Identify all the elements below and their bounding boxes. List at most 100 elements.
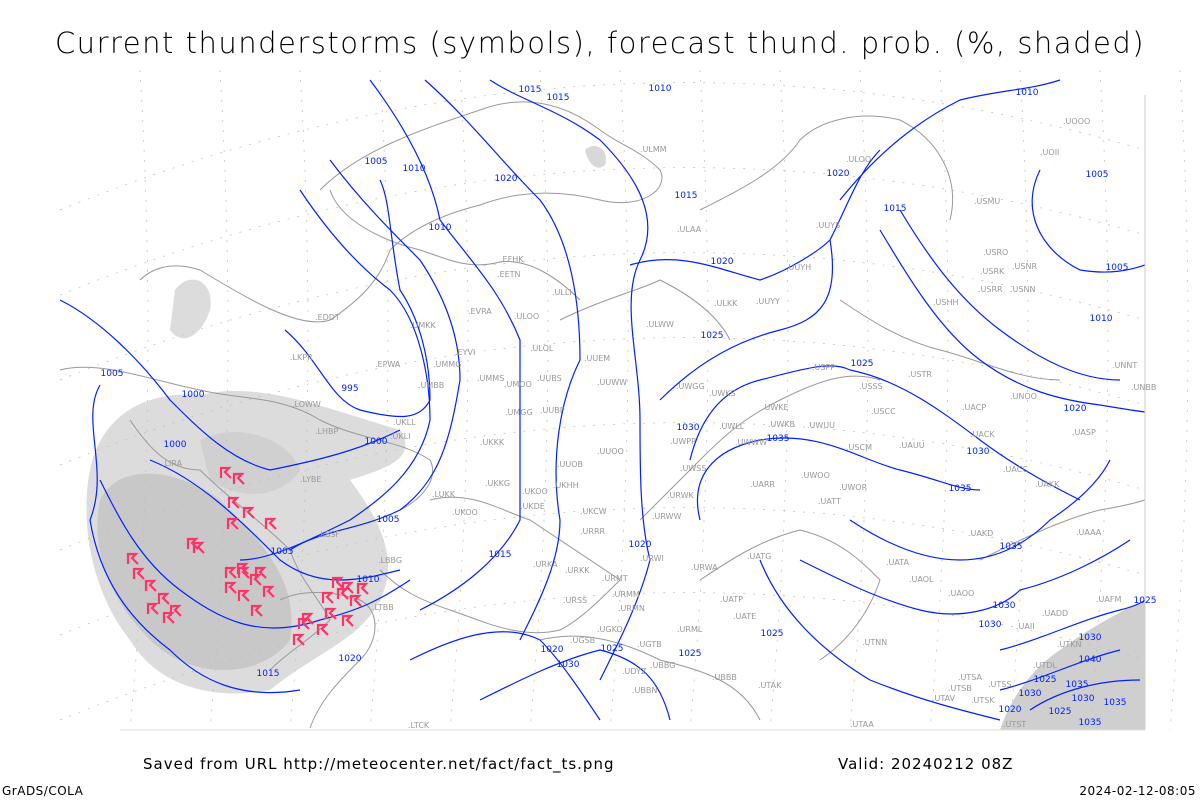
thunderstorm-icon xyxy=(264,517,277,530)
station-label: .UWKB xyxy=(768,420,795,429)
thunderstorm-symbol xyxy=(331,576,344,589)
isobar-line xyxy=(149,459,401,581)
isobar-label: 1030 xyxy=(1079,633,1102,643)
isobar-label: 1010 xyxy=(429,223,452,233)
station-label: .UNOO xyxy=(1010,392,1037,401)
coastline xyxy=(199,469,331,671)
coastline xyxy=(559,279,731,341)
thunderstorm-symbol xyxy=(227,496,240,509)
thunderstorm-icon xyxy=(301,612,314,625)
station-label: .UAOL xyxy=(909,575,934,584)
station-label: .USSS xyxy=(859,382,883,391)
thunderstorm-icon xyxy=(336,587,349,600)
station-label: .UACK xyxy=(970,430,995,439)
meridian-line xyxy=(369,69,389,731)
isobar-line xyxy=(759,559,1001,721)
thunderstorm-icon xyxy=(250,604,263,617)
isobar-line xyxy=(284,179,431,418)
isobar-label: 1005 xyxy=(365,157,388,167)
station-label: .UTSS xyxy=(988,680,1011,689)
station-label: .LYBE xyxy=(300,475,321,484)
isobar-label: 1015 xyxy=(547,93,570,103)
station-label: .LHBP xyxy=(315,427,339,436)
thunderstorm-symbol xyxy=(321,591,334,604)
thunderstorm-symbol xyxy=(157,592,170,605)
thunderstorm-icon xyxy=(341,581,354,594)
thunderstorm-symbol xyxy=(226,517,239,530)
station-label: .USNR xyxy=(1012,262,1037,271)
thunderstorm-icon xyxy=(157,592,170,605)
meridian-line xyxy=(689,69,709,731)
thunderstorm-icon xyxy=(132,567,145,580)
thunderstorm-symbol xyxy=(232,472,245,485)
isobar-line xyxy=(689,365,1081,501)
meridian-line xyxy=(929,69,949,731)
thunderstorm-symbol xyxy=(192,541,205,554)
station-label: .UACP xyxy=(962,403,986,412)
thunderstorm-icon xyxy=(292,633,305,646)
lat-lon-grid xyxy=(59,69,1189,731)
isobar-label: 1010 xyxy=(403,164,426,174)
station-label: .UASP xyxy=(1072,428,1096,437)
station-label: .UOOO xyxy=(1063,117,1090,126)
coastline xyxy=(129,419,201,471)
meridian-line xyxy=(289,69,309,731)
coastline xyxy=(699,115,954,221)
isobar-label: 1035 xyxy=(1066,680,1089,690)
thunderstorm-symbol xyxy=(316,623,329,636)
thunderstorm-symbol xyxy=(264,517,277,530)
isobar-label: 1020 xyxy=(629,540,652,550)
station-label: .URML xyxy=(677,625,703,634)
station-label: .USCC xyxy=(871,407,896,416)
station-label: .UAUU xyxy=(899,441,925,450)
station-label: .LBSF xyxy=(318,530,340,539)
isobar-label: 1020 xyxy=(999,705,1022,715)
station-label: .LIRA xyxy=(162,459,183,468)
thunderstorm-icon xyxy=(297,617,310,630)
station-label: .ULOO xyxy=(514,312,539,321)
isobar-label: 1010 xyxy=(1090,314,1113,324)
station-label: .UGTB xyxy=(637,640,662,649)
station-label: .UWOR xyxy=(839,483,868,492)
isobar-line xyxy=(899,209,1121,381)
isobar-label: 1000 xyxy=(182,390,205,400)
thunderstorm-symbol xyxy=(249,573,262,586)
station-label: .UNBB xyxy=(1131,383,1156,392)
map-title: Current thunderstorms (symbols), forecas… xyxy=(54,26,1146,60)
isobar-label: 1035 xyxy=(1000,542,1023,552)
thunderstorm-symbol xyxy=(219,466,232,479)
station-label: .UUYS xyxy=(816,221,840,230)
generated-timestamp: 2024-02-12-08:05 xyxy=(1079,784,1196,798)
meridian-line xyxy=(129,69,149,731)
isobar-label: 1020 xyxy=(711,257,734,267)
thunderstorm-symbol xyxy=(126,552,139,565)
station-label: .UUOB xyxy=(557,460,583,469)
isobar-label: 1025 xyxy=(679,649,702,659)
isobar-line xyxy=(999,599,1146,651)
station-label: .UKKG xyxy=(485,479,510,488)
station-label: .UWKS xyxy=(709,389,736,398)
isobar-label: 1025 xyxy=(601,644,624,654)
station-label: .UKCW xyxy=(580,507,607,516)
isobar-line xyxy=(424,79,581,641)
thunderstorm-icon xyxy=(227,496,240,509)
thunderstorm-icon xyxy=(249,573,262,586)
station-label: .UARR xyxy=(750,480,775,489)
station-label: .UBBG xyxy=(650,661,675,670)
shading-area xyxy=(97,473,292,670)
station-label: .UWKE xyxy=(762,403,789,412)
isobar-label: 1030 xyxy=(677,423,700,433)
station-label: .UAFM xyxy=(1096,595,1121,604)
station-label: .UTDL xyxy=(1033,661,1057,670)
parallel-line xyxy=(59,82,1146,211)
station-label: .ULOO xyxy=(846,155,871,164)
thunderstorm-symbol xyxy=(237,566,250,579)
meridian-line xyxy=(529,69,549,731)
isobar-label: 1005 xyxy=(271,547,294,557)
isobar-line xyxy=(879,229,1146,413)
thunderstorm-symbol xyxy=(349,594,362,607)
station-label: .URWA xyxy=(691,563,718,572)
meridian-line xyxy=(1089,69,1109,731)
thunderstorm-symbol xyxy=(224,566,237,579)
